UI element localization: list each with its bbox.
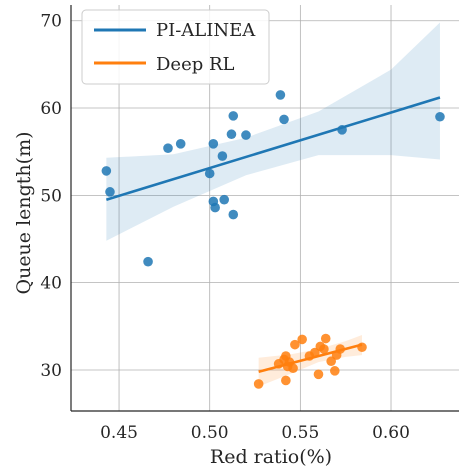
data-point	[210, 202, 220, 213]
data-point	[217, 151, 228, 161]
data-point	[105, 187, 115, 197]
confidence-band	[106, 22, 440, 241]
data-point	[320, 333, 331, 344]
data-point	[101, 166, 112, 176]
data-point	[219, 194, 230, 205]
data-point	[241, 130, 251, 140]
data-point	[319, 344, 329, 354]
data-point	[297, 334, 307, 345]
data-point	[143, 256, 153, 267]
tick-labels: 0.45 0.50 0.55 0.60 30 40 50 60 70	[40, 12, 410, 443]
legend: PI-ALINEA Deep RL	[81, 9, 270, 85]
y-tick-label: 40	[40, 274, 62, 294]
x-axis-label: Red ratio(%)	[210, 446, 332, 468]
data-point	[435, 111, 445, 122]
data-point	[290, 339, 300, 350]
regression-line	[105, 96, 441, 201]
regression-line	[258, 343, 363, 373]
data-points	[101, 90, 445, 389]
data-point	[330, 366, 340, 376]
y-tick-label: 60	[40, 99, 62, 119]
y-tick-label: 50	[40, 186, 62, 206]
data-point	[228, 209, 239, 220]
x-tick-label: 0.45	[100, 423, 138, 443]
data-point	[228, 111, 239, 121]
y-axis-label: Queue length(m)	[13, 131, 35, 294]
x-tick-label: 0.55	[281, 423, 319, 443]
legend-label-deep-rl: Deep RL	[156, 54, 235, 75]
data-point	[357, 342, 367, 353]
data-point	[226, 129, 237, 140]
data-point	[208, 139, 219, 149]
data-point	[313, 369, 324, 380]
y-tick-label: 70	[40, 12, 62, 32]
regression-lines	[105, 96, 441, 373]
y-tick-label: 30	[40, 361, 62, 381]
data-point	[281, 375, 291, 386]
x-tick-label: 0.50	[191, 423, 229, 443]
legend-label-pi-alinea: PI-ALINEA	[156, 20, 256, 41]
data-point	[279, 114, 289, 125]
data-point	[288, 363, 298, 374]
x-tick-label: 0.60	[372, 423, 410, 443]
data-point	[204, 168, 215, 179]
data-point	[163, 143, 173, 153]
data-point	[275, 90, 286, 100]
data-point	[253, 379, 264, 389]
axes	[70, 5, 459, 412]
data-point	[175, 139, 186, 149]
